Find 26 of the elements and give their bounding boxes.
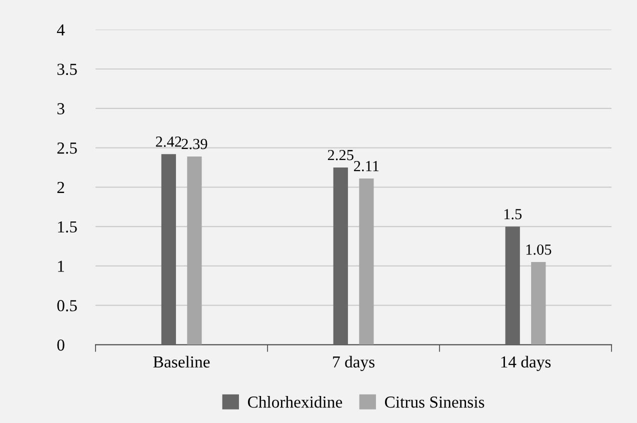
legend-label: Citrus Sinensis (384, 396, 484, 408)
y-tick-label: 2.5 (57, 142, 77, 154)
data-label: 2.11 (354, 160, 379, 172)
y-tick-label: 3.5 (57, 64, 77, 76)
y-tick-label: 1.5 (58, 221, 77, 233)
y-tick-label: 0.5 (57, 300, 77, 312)
bar (333, 167, 348, 345)
y-tick-label: 3 (57, 103, 64, 114)
x-tick-label: 14 days (501, 356, 551, 372)
data-label: 2.25 (328, 150, 354, 160)
y-tick-label: 4 (56, 24, 65, 36)
legend-label: Chlorhexidine (248, 396, 342, 408)
y-tick-label: 2 (57, 182, 64, 193)
data-label: 2.39 (182, 138, 208, 150)
y-tick-label: 1 (58, 260, 64, 272)
bar (531, 262, 546, 345)
bar (161, 154, 176, 345)
bar (505, 226, 520, 345)
x-tick-label: 7 days (333, 356, 374, 372)
data-label: 1.5 (504, 209, 522, 220)
y-tick-label: 0 (57, 339, 64, 351)
bar (359, 178, 374, 345)
data-label: 1.05 (526, 244, 552, 255)
x-tick-label: Baseline (153, 356, 210, 368)
bar (187, 156, 202, 345)
data-label: 2.42 (156, 136, 182, 147)
